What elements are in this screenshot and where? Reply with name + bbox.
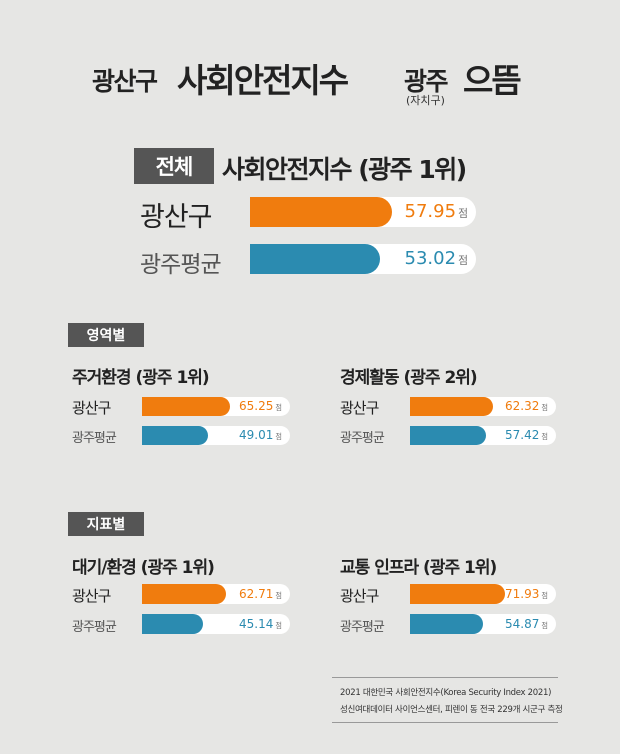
air-environment-category-label: 광주평균 — [72, 619, 117, 635]
housing-category-label: 광산구 — [72, 399, 111, 418]
air-environment-category-label: 광산구 — [72, 586, 111, 605]
overall-category-label: 광주평균 — [140, 251, 222, 278]
housing-bar — [142, 397, 230, 416]
economy-data-label: 62.32 점 — [505, 399, 548, 413]
air-environment-unit: 점 — [275, 620, 282, 630]
economy-value: 62.32 — [505, 399, 540, 414]
economy-bar — [410, 397, 493, 416]
title-index: 사회안전지수 — [177, 61, 349, 100]
air-environment-bar-track: 62.71 점 — [142, 584, 290, 604]
economy-bar-track: 57.42 점 — [410, 426, 556, 445]
overall-data-label: 53.02 점 — [405, 248, 468, 269]
footer-source: 2021 대한민국 사회안전지수(Korea Security Index 20… — [340, 688, 552, 698]
indicator-section-badge: 지표별 — [68, 512, 144, 536]
footer-divider-bottom — [332, 722, 558, 723]
air-environment-unit: 점 — [275, 590, 282, 600]
air-environment-data-label: 45.14 점 — [239, 617, 282, 631]
domain-section-badge: 영역별 — [68, 323, 144, 347]
housing-data-label: 49.01 점 — [239, 428, 282, 442]
transport-value: 71.93 — [505, 586, 540, 601]
overall-heading: 사회안전지수 (광주 1위) — [222, 155, 467, 184]
air-environment-bar-track: 45.14 점 — [142, 614, 290, 634]
overall-unit: 점 — [458, 253, 468, 267]
housing-bar-track: 65.25 점 — [142, 397, 290, 416]
housing-value: 49.01 — [239, 428, 274, 443]
overall-value: 57.95 — [404, 200, 457, 222]
economy-unit: 점 — [541, 403, 548, 413]
air-environment-bar — [142, 614, 203, 634]
housing-bar-track: 49.01 점 — [142, 426, 290, 445]
housing-data-label: 65.25 점 — [239, 399, 282, 413]
overall-data-label: 57.95 점 — [405, 201, 468, 222]
overall-badge: 전체 — [134, 148, 214, 184]
air-environment-value: 45.14 — [239, 616, 274, 631]
economy-value: 57.42 — [505, 428, 540, 443]
transport-category-label: 광주평균 — [340, 619, 385, 635]
transport-bar — [410, 614, 483, 634]
air-environment-value: 62.71 — [239, 586, 274, 601]
overall-bar — [250, 197, 393, 227]
air-environment-chart-title: 대기/환경 (광주 1위) — [72, 558, 215, 578]
footer-method: 성신여대데이터 사이언스센터, 피렌이 동 전국 229개 시군구 측정 — [340, 705, 563, 715]
overall-category-label: 광산구 — [140, 202, 213, 234]
transport-bar-track: 71.93 점 — [410, 584, 556, 604]
housing-chart-title: 주거환경 (광주 1위) — [72, 368, 210, 388]
transport-bar-track: 54.87 점 — [410, 614, 556, 634]
economy-unit: 점 — [541, 432, 548, 442]
housing-unit: 점 — [275, 432, 282, 442]
title-city: 광주 — [404, 67, 449, 96]
overall-unit: 점 — [458, 206, 468, 220]
footer-divider — [332, 677, 558, 678]
transport-unit: 점 — [541, 620, 548, 630]
economy-category-label: 광산구 — [340, 399, 379, 418]
transport-chart-title: 교통 인프라 (광주 1위) — [340, 558, 497, 578]
housing-value: 65.25 — [239, 399, 274, 414]
overall-bar — [250, 244, 381, 274]
transport-bar — [410, 584, 506, 604]
housing-bar — [142, 426, 208, 445]
transport-value: 54.87 — [505, 616, 540, 631]
transport-unit: 점 — [541, 590, 548, 600]
air-environment-bar — [142, 584, 227, 604]
economy-bar-track: 62.32 점 — [410, 397, 556, 416]
transport-data-label: 71.93 점 — [505, 587, 548, 601]
overall-value: 53.02 — [404, 247, 457, 269]
economy-category-label: 광주평균 — [340, 431, 385, 447]
title-district: 광산구 — [92, 67, 158, 96]
air-environment-data-label: 62.71 점 — [239, 587, 282, 601]
transport-category-label: 광산구 — [340, 586, 379, 605]
housing-unit: 점 — [275, 403, 282, 413]
housing-category-label: 광주평균 — [72, 431, 117, 447]
title-city-note: (자치구) — [406, 94, 445, 107]
economy-data-label: 57.42 점 — [505, 428, 548, 442]
transport-data-label: 54.87 점 — [505, 617, 548, 631]
overall-bar-track: 53.02 점 — [250, 244, 476, 274]
economy-chart-title: 경제활동 (광주 2위) — [340, 368, 478, 388]
title-best: 으뜸 — [463, 61, 522, 100]
economy-bar — [410, 426, 487, 445]
overall-bar-track: 57.95 점 — [250, 197, 476, 227]
page-title: 광산구 사회안전지수 광주 (자치구) 으뜸 — [0, 52, 620, 107]
